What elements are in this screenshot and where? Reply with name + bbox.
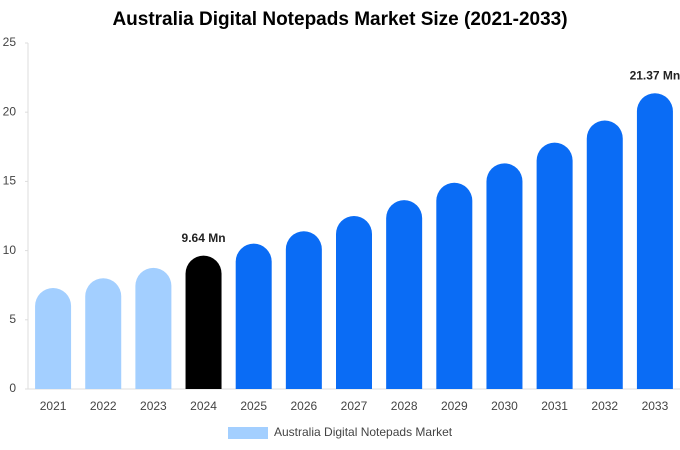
x-tick-label: 2025 xyxy=(240,399,267,413)
bar xyxy=(486,163,523,389)
y-tick-label: 25 xyxy=(3,35,17,49)
data-label: 21.37 Mn xyxy=(630,68,680,82)
x-tick-label: 2026 xyxy=(290,399,317,413)
legend-label: Australia Digital Notepads Market xyxy=(274,425,453,439)
bar xyxy=(285,231,322,389)
bar xyxy=(586,120,623,389)
y-tick-label: 10 xyxy=(3,243,17,257)
bar xyxy=(185,255,222,389)
bar xyxy=(636,93,673,389)
x-tick-label: 2028 xyxy=(391,399,418,413)
x-tick-label: 2031 xyxy=(541,399,568,413)
y-tick-label: 20 xyxy=(3,104,17,118)
bar xyxy=(336,216,372,389)
data-label: 9.64 Mn xyxy=(182,231,226,245)
x-tick-label: 2030 xyxy=(491,399,518,413)
x-tick-label: 2024 xyxy=(190,399,217,413)
bar xyxy=(536,142,573,389)
x-tick-label: 2022 xyxy=(90,399,117,413)
y-tick-label: 15 xyxy=(3,174,17,188)
bar xyxy=(235,243,272,389)
bar xyxy=(135,267,172,389)
x-tick-label: 2027 xyxy=(341,399,368,413)
bar xyxy=(35,287,72,389)
chart-title: Australia Digital Notepads Market Size (… xyxy=(112,9,567,30)
legend-swatch xyxy=(228,427,268,439)
x-tick-label: 2032 xyxy=(591,399,618,413)
x-tick-label: 2029 xyxy=(441,399,468,413)
y-tick-label: 5 xyxy=(9,312,16,326)
bar xyxy=(436,182,473,389)
bar xyxy=(85,278,122,389)
x-tick-label: 2023 xyxy=(140,399,167,413)
x-tick-label: 2033 xyxy=(642,399,669,413)
y-tick-label: 0 xyxy=(9,381,16,395)
bar xyxy=(386,200,423,389)
x-tick-label: 2021 xyxy=(40,399,67,413)
